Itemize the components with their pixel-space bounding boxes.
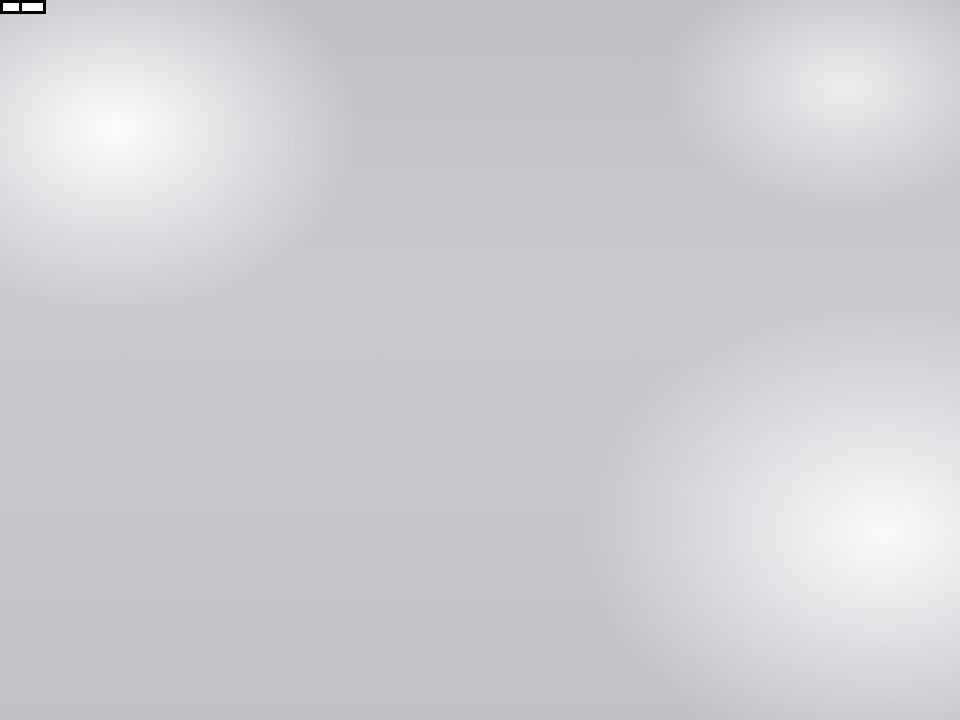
connector-overlay — [0, 0, 960, 720]
right-program-box — [0, 0, 22, 14]
slide-stage — [0, 0, 960, 720]
